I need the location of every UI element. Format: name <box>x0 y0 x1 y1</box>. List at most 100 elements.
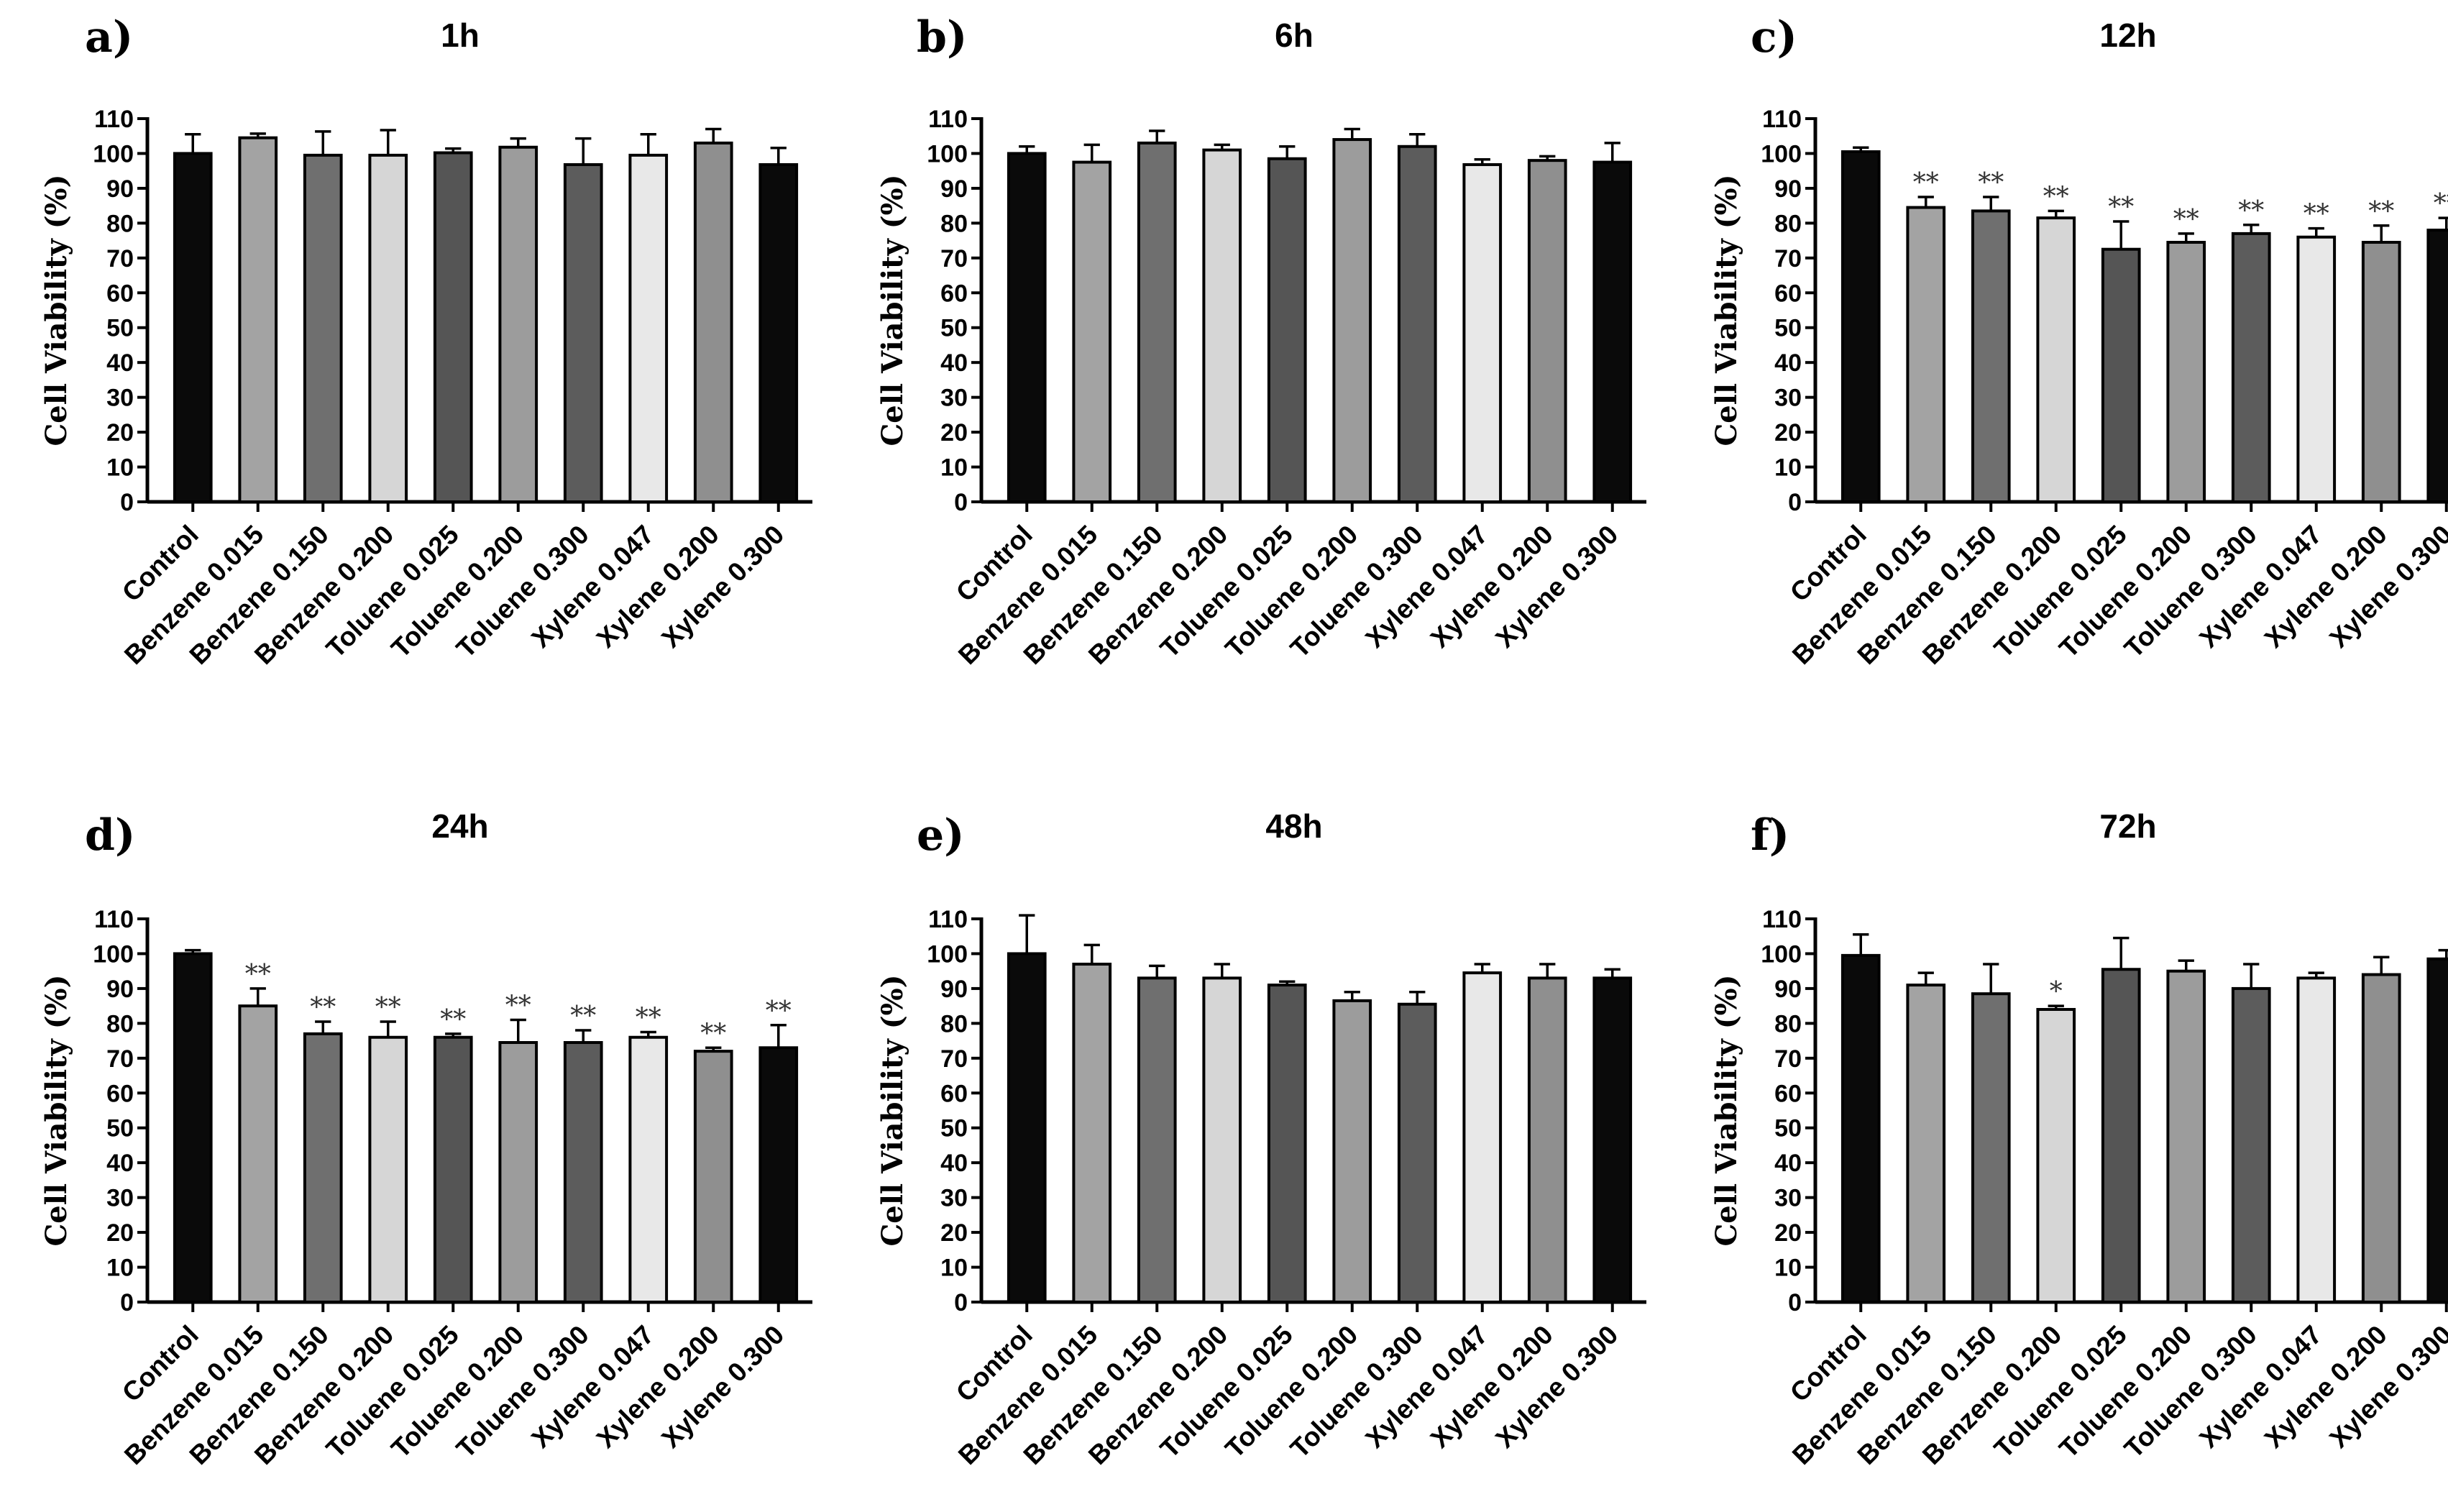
bar <box>1267 984 1307 1303</box>
bar <box>758 162 799 504</box>
y-tick-label: 80 <box>1774 1010 1802 1037</box>
panel-a: a) 1h Cell Viability (%) 0 10 20 30 40 50 60 70 80 9… <box>40 12 812 670</box>
y-tick-label: 70 <box>940 1045 968 1073</box>
bar <box>1202 148 1242 503</box>
bar <box>1527 976 1567 1303</box>
bar <box>1906 206 1946 503</box>
bar <box>238 1004 278 1303</box>
bar <box>1332 138 1372 503</box>
bar <box>2101 968 2141 1303</box>
y-tick-label: 10 <box>1774 1255 1802 1282</box>
bar <box>563 1041 603 1304</box>
bar <box>1592 160 1633 503</box>
y-tick-label: 70 <box>106 1045 134 1073</box>
bar <box>693 141 733 503</box>
y-tick-label: 80 <box>940 1010 968 1037</box>
y-tick-label: 100 <box>927 940 968 968</box>
panel-title: 12h <box>2099 17 2156 54</box>
significance-marker: ** <box>505 991 531 1021</box>
y-tick-label: 30 <box>940 385 968 412</box>
significance-marker: ** <box>1913 168 1939 198</box>
bar <box>1971 209 2011 503</box>
significance-marker: ** <box>2303 200 2329 229</box>
y-axis-label: Cell Viability (%) <box>876 174 909 446</box>
y-tick-label: 10 <box>1774 454 1802 482</box>
y-tick-label: 60 <box>940 280 968 307</box>
y-tick-label: 90 <box>1774 976 1802 1003</box>
y-tick-label: 30 <box>1774 1185 1802 1212</box>
y-axis-label: Cell Viability (%) <box>40 174 73 446</box>
bar <box>1971 992 2011 1303</box>
y-axis-label: Cell Viability (%) <box>40 974 73 1246</box>
bar <box>433 1035 473 1304</box>
y-tick-label: 10 <box>940 1255 968 1282</box>
y-tick-label: 40 <box>106 1150 134 1177</box>
bar <box>758 1046 799 1304</box>
y-tick-label: 50 <box>1774 315 1802 342</box>
significance-marker: ** <box>2108 193 2134 222</box>
bar <box>1462 971 1503 1303</box>
y-tick-label: 90 <box>106 175 134 203</box>
bar <box>1007 152 1047 503</box>
y-tick-label: 50 <box>106 1115 134 1142</box>
bar <box>2231 986 2271 1303</box>
bar <box>1072 962 1112 1304</box>
y-tick-label: 20 <box>1774 419 1802 446</box>
panel-letter: b) <box>917 12 967 63</box>
y-tick-label: 110 <box>94 106 134 133</box>
y-tick-label: 0 <box>954 1289 968 1316</box>
panel-letter: d) <box>85 810 135 861</box>
bar <box>628 1035 669 1304</box>
bar <box>1462 162 1503 504</box>
y-tick-label: 30 <box>1774 385 1802 412</box>
y-tick-label: 50 <box>940 1115 968 1142</box>
bar <box>498 1041 538 1304</box>
significance-marker: ** <box>310 993 336 1022</box>
panel-e: e) 48h Cell Viability (%) 0 10 20 30 40 50 60 70 80… <box>876 807 1646 1470</box>
y-tick-label: 90 <box>1774 175 1802 203</box>
significance-marker: ** <box>245 960 271 989</box>
bar <box>368 1035 408 1304</box>
bar <box>1906 984 1946 1303</box>
bar <box>1137 976 1177 1303</box>
significance-marker: ** <box>700 1019 726 1048</box>
y-tick-label: 60 <box>1774 1080 1802 1107</box>
y-tick-label: 80 <box>1774 210 1802 237</box>
bar <box>1267 157 1307 504</box>
significance-marker: ** <box>375 993 401 1022</box>
bar <box>368 153 408 504</box>
panel-letter: a) <box>85 12 133 63</box>
significance-marker: * <box>2050 977 2063 1007</box>
y-tick-label: 110 <box>1762 906 1802 933</box>
panel-letter: f) <box>1751 810 1789 861</box>
bar <box>2036 1007 2076 1303</box>
bar <box>693 1050 733 1304</box>
bar <box>628 153 669 504</box>
y-tick-label: 90 <box>106 976 134 1003</box>
y-tick-label: 60 <box>106 280 134 307</box>
y-tick-label: 90 <box>940 175 968 203</box>
bar <box>1072 160 1112 503</box>
y-tick-label: 100 <box>93 940 134 968</box>
bar <box>1840 953 1881 1304</box>
bar <box>173 952 213 1304</box>
bar <box>2296 235 2337 503</box>
bar <box>2426 957 2448 1304</box>
y-tick-label: 30 <box>106 385 134 412</box>
bar <box>1840 150 1881 503</box>
panel-f: f) 72h Cell Viability (%) 0 10 20 30 40 50 60 70 80… <box>1710 807 2448 1470</box>
bar <box>2426 229 2448 503</box>
bar <box>2036 216 2076 503</box>
y-tick-label: 10 <box>106 1255 134 1282</box>
y-tick-label: 10 <box>940 454 968 482</box>
y-tick-label: 50 <box>106 315 134 342</box>
y-tick-label: 110 <box>928 106 968 133</box>
y-tick-label: 20 <box>940 1219 968 1247</box>
y-tick-label: 70 <box>1774 1045 1802 1073</box>
y-tick-label: 60 <box>106 1080 134 1107</box>
y-tick-label: 80 <box>940 210 968 237</box>
y-tick-label: 20 <box>940 419 968 446</box>
y-tick-label: 70 <box>106 245 134 272</box>
significance-marker: ** <box>2368 197 2394 226</box>
panel-title: 6h <box>1275 17 1314 54</box>
